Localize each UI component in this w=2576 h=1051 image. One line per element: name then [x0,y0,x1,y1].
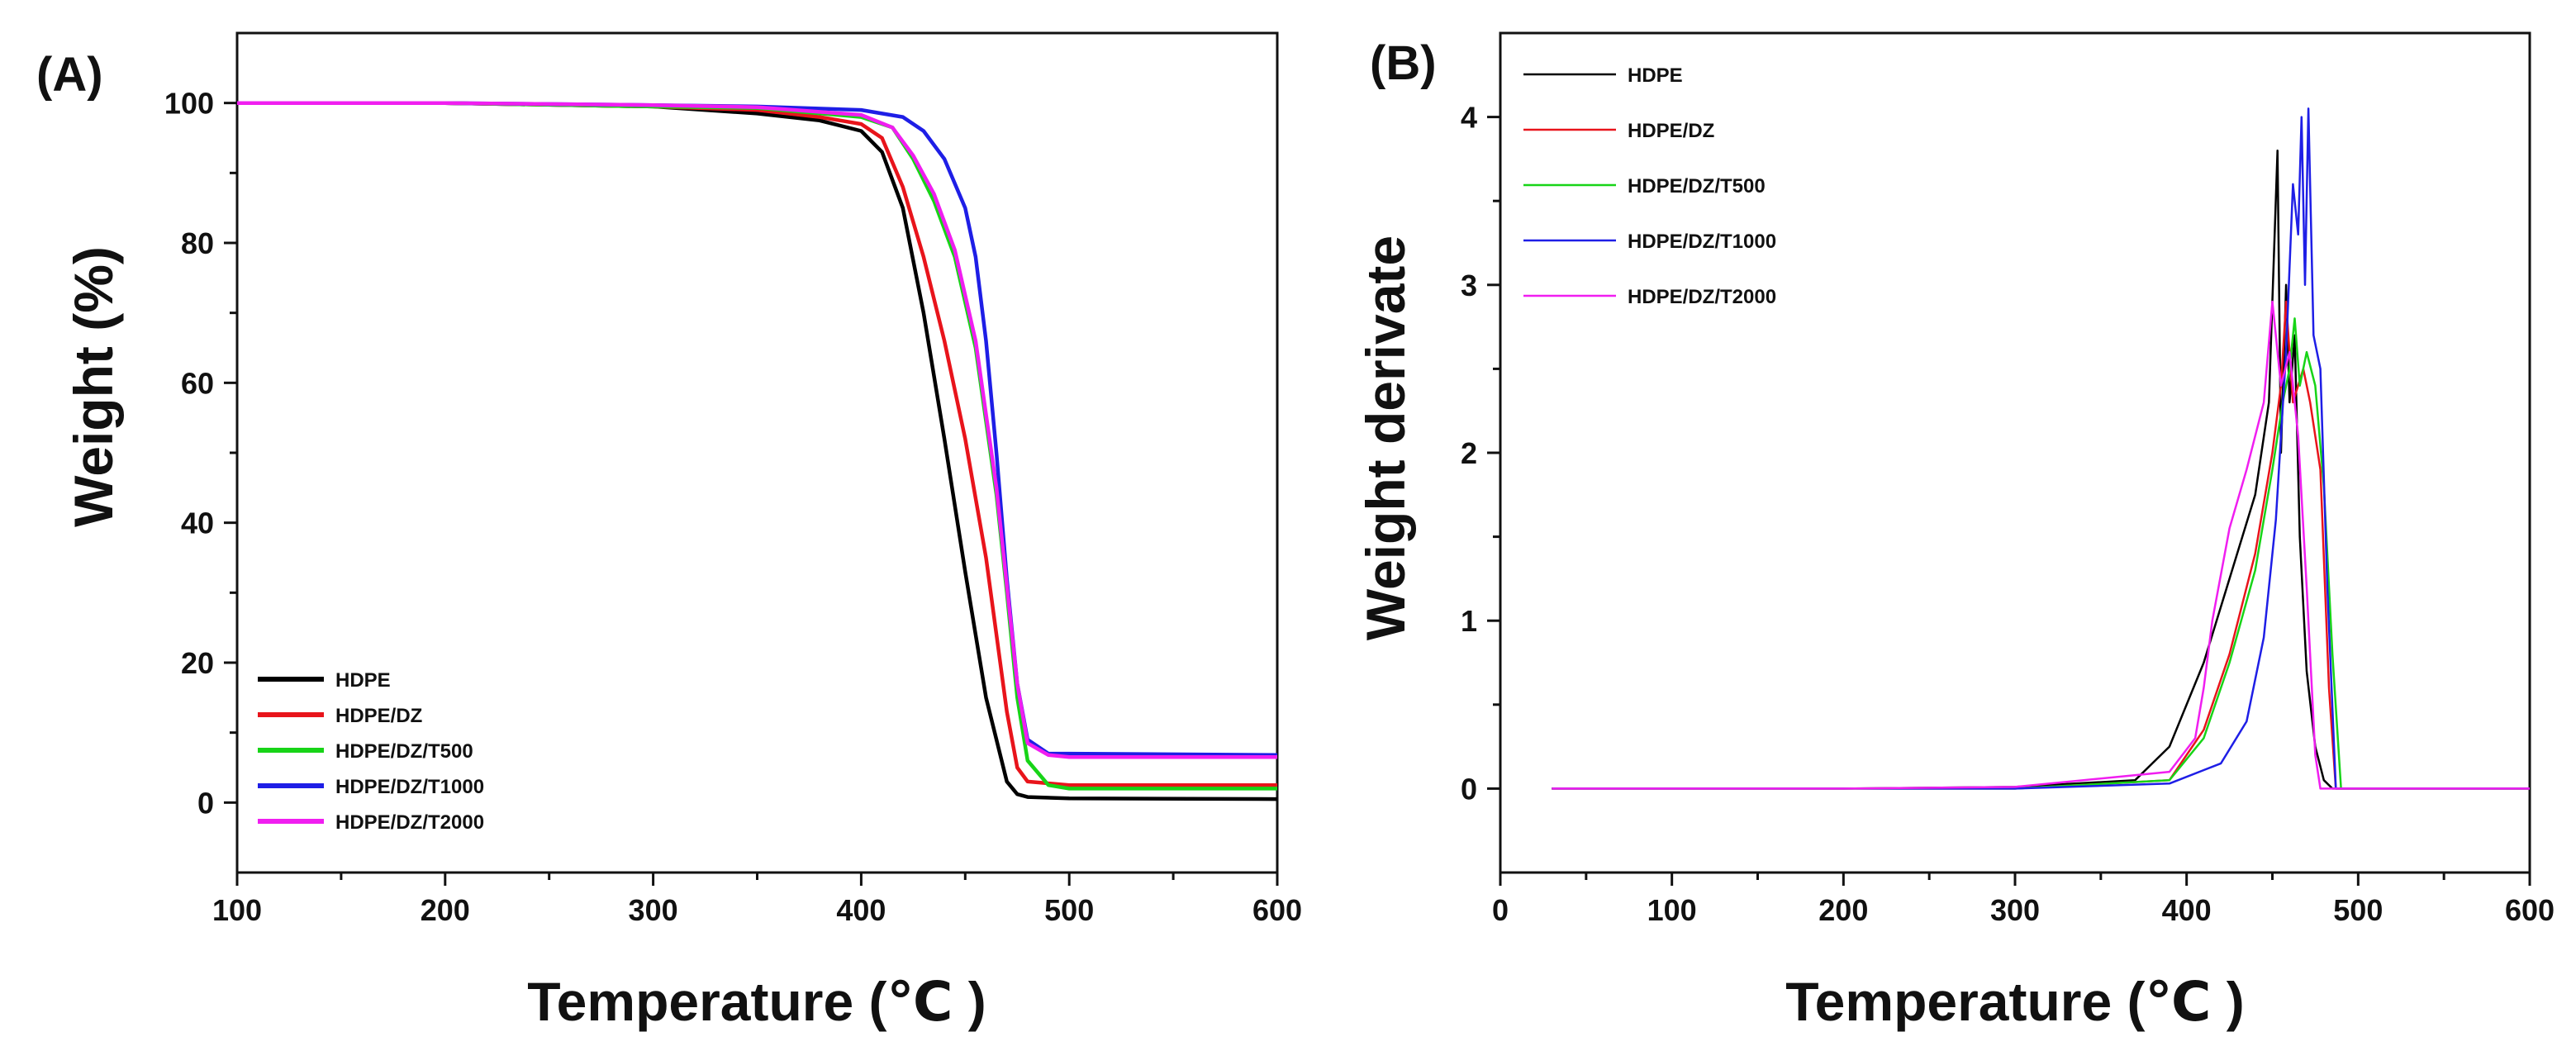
x-tick-label: 500 [2333,893,2383,927]
legend-label: HDPE/DZ [335,705,422,727]
series-line-hdpe [1552,149,2530,790]
y-tick-label: 0 [197,786,214,820]
legend-label: HDPE [335,669,391,692]
panel-b-ticks: 0 100 200 300 400 500 600 0 1 2 3 4 [1461,101,2555,927]
x-tick-label: 600 [1252,893,1302,927]
panel-b-series [1552,107,2530,790]
series-line-hdpe-dz [237,101,1277,787]
y-tick-label: 20 [181,646,214,680]
series-line-hdpe-dz-t1000 [237,101,1278,758]
y-tick-label: 2 [1461,436,1477,470]
y-tick-label: 3 [1461,269,1477,302]
legend-label: HDPE/DZ/T500 [335,740,473,763]
series-line-hdpe-dz-t1000 [1552,107,2530,790]
x-tick-label: 500 [1044,893,1094,927]
legend-label: HDPE/DZ [1628,120,1714,142]
y-tick-label: 4 [1461,101,1477,135]
x-tick-label: 100 [212,893,262,927]
y-tick-label: 1 [1461,604,1477,638]
panel-b-legend: HDPE HDPE/DZ HDPE/DZ/T500 HDPE/DZ/T1000 HDPE… [1523,64,1776,308]
y-tick-label: 100 [164,87,214,121]
x-tick-label: 0 [1492,893,1509,927]
panel-b-y-axis-title: Weight derivate [1355,235,1416,640]
panel-a-x-axis-title: Temperature (℃ ) [527,971,986,1032]
x-tick-label: 400 [836,893,886,927]
legend-label: HDPE/DZ/T1000 [1628,231,1776,253]
panel-a-legend: HDPE HDPE/DZ HDPE/DZ/T500 HDPE/DZ/T1000 HDPE… [258,669,484,834]
panel-b-x-axis-title: Temperature (℃ ) [1785,971,2244,1032]
series-line-hdpe-dz-t2000 [237,101,1277,759]
y-tick-label: 80 [181,226,214,260]
panel-b-plot-frame [1499,31,2531,874]
series-line-hdpe-dz-t500 [1552,317,2530,790]
panel-b-label: (B) [1370,36,1437,90]
panel-b-dtg-chart: (B) 0 100 200 300 400 500 600 0 1 2 3 4 HDPE HDPE/DZ… [1355,31,2555,1032]
x-tick-label: 100 [1647,893,1697,927]
x-tick-label: 600 [2505,893,2555,927]
legend-label: HDPE/DZ/T1000 [335,776,484,798]
legend-label: HDPE/DZ/T2000 [1628,286,1776,308]
y-tick-label: 0 [1461,772,1477,806]
series-line-hdpe-dz-t500 [237,101,1277,791]
legend-label: HDPE/DZ/T2000 [335,811,484,834]
legend-label: HDPE/DZ/T500 [1628,175,1766,197]
x-tick-label: 300 [1990,893,2040,927]
y-tick-label: 40 [181,506,214,540]
series-line-hdpe-dz [1552,300,2530,790]
panel-a-ticks: 100 200 300 400 500 600 0 20 40 60 80 100 [164,87,1302,927]
x-tick-label: 300 [629,893,678,927]
x-tick-label: 200 [1818,893,1868,927]
x-tick-label: 400 [2162,893,2212,927]
x-tick-label: 200 [421,893,470,927]
y-tick-label: 60 [181,366,214,400]
panel-a-y-axis-title: Weight (%) [63,246,124,527]
panel-a-label: (A) [36,48,103,102]
panel-a-series [237,101,1278,801]
legend-label: HDPE [1628,64,1683,87]
series-line-hdpe-dz-t2000 [1552,300,2530,790]
series-line-hdpe [237,101,1278,801]
